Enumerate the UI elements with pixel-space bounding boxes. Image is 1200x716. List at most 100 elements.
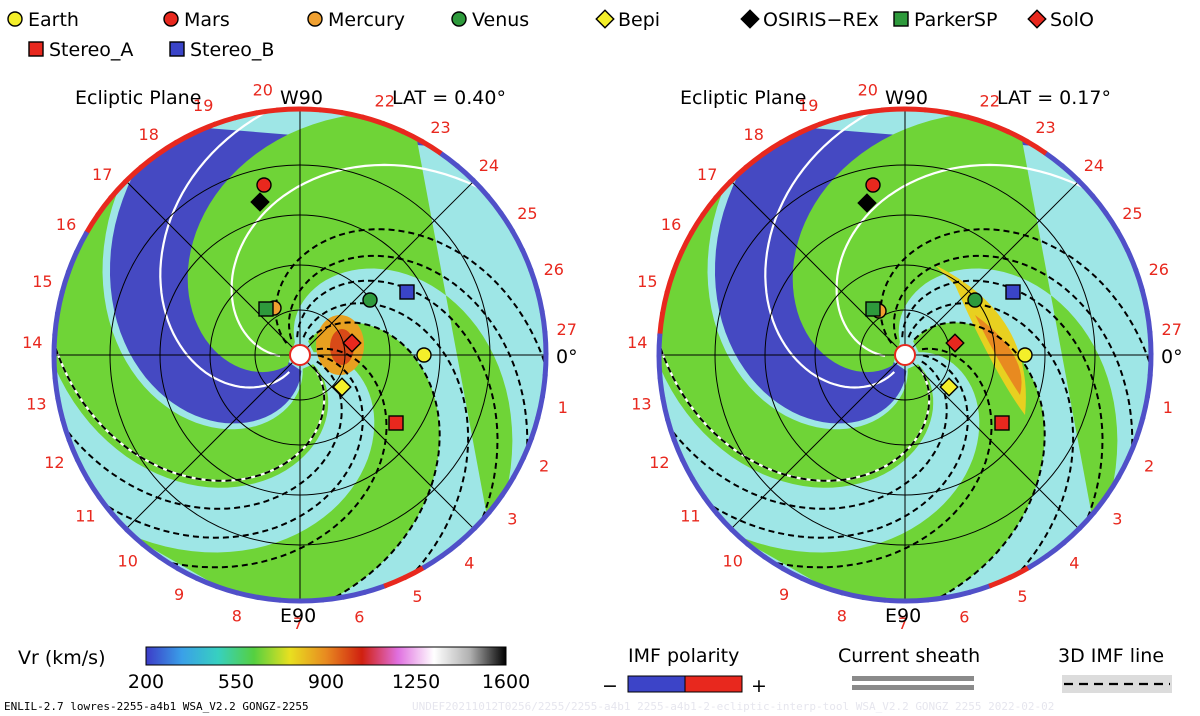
rim-number-17: 17 xyxy=(697,165,717,184)
rim-number-20: 20 xyxy=(253,81,273,100)
legend: Earth Mars Mercury Venus Bepi OSIRIS−REx Parke… xyxy=(7,9,1094,61)
rim-number-17: 17 xyxy=(92,165,112,184)
parkersp-marker xyxy=(258,301,274,317)
imf-polarity-minus: − xyxy=(602,675,618,697)
rim-segment xyxy=(51,333,58,358)
rim-number-26: 26 xyxy=(544,260,564,279)
bepi-marker xyxy=(332,377,352,397)
rim-segment xyxy=(1144,309,1153,334)
rim-segment xyxy=(539,374,548,399)
rim-number-8: 8 xyxy=(232,607,242,626)
imf-line xyxy=(659,321,931,482)
solo-marker xyxy=(945,333,965,353)
lat-label: LAT = 0.40° xyxy=(392,87,506,109)
imf-line xyxy=(85,354,364,539)
mars-marker xyxy=(256,177,272,193)
e90-label: E90 xyxy=(885,605,921,627)
rim-segment xyxy=(904,597,929,604)
rim-number-3: 3 xyxy=(1112,510,1122,529)
rim-segment xyxy=(859,107,884,116)
colorbar-ticks: 200 550 900 1250 1600 xyxy=(128,671,530,693)
panel-right: 1234567891011121314151617181920222324252… xyxy=(627,81,1182,633)
current-sheath-label: Current sheath xyxy=(838,645,980,667)
bepi-marker xyxy=(939,377,959,397)
rim-segment xyxy=(321,594,346,603)
legend-item-venus: Venus xyxy=(451,9,529,31)
rim-number-22: 22 xyxy=(375,92,395,111)
imf-line xyxy=(54,321,326,482)
rim-number-9: 9 xyxy=(779,585,789,604)
legend-item-mercury: Mercury xyxy=(307,9,405,31)
imf-line xyxy=(879,228,1151,389)
rim-segment xyxy=(656,333,663,358)
current-sheath-bar-top xyxy=(852,676,974,681)
bepi-legend-marker xyxy=(595,9,615,29)
rim-number-2: 2 xyxy=(539,457,549,476)
legend-item-earth: Earth xyxy=(7,9,79,31)
imf-line xyxy=(145,347,388,569)
rim-number-1: 1 xyxy=(558,398,568,417)
rim-segment xyxy=(902,106,927,113)
legend-label-bepi: Bepi xyxy=(618,9,660,31)
venus-legend-marker xyxy=(451,11,467,27)
legend-label-venus: Venus xyxy=(472,9,529,31)
rim-number-11: 11 xyxy=(680,507,700,526)
legend-label-earth: Earth xyxy=(28,9,79,31)
osiris-rex-marker xyxy=(857,193,877,213)
mars-legend-marker xyxy=(163,11,179,27)
rim-segment xyxy=(926,594,951,603)
rim-segment xyxy=(254,107,279,116)
current-sheath-bar-bottom xyxy=(852,685,974,690)
cme-region xyxy=(935,265,1026,415)
velocity-field xyxy=(54,109,546,601)
colorbar-tick-550: 550 xyxy=(218,671,254,693)
stereo-b-legend-marker xyxy=(169,41,185,57)
imf-line xyxy=(892,254,1134,473)
imf-line-key: 3D IMF line xyxy=(1058,645,1172,693)
fast-stream-arm-2 xyxy=(692,322,1045,601)
footer-run-info: ENLIL-2.7 lowres-2255-a4b1 WSA_V2.2 GONG… xyxy=(4,700,309,713)
rim-number-19: 19 xyxy=(193,96,213,115)
venus-marker xyxy=(967,292,983,308)
lat-label: LAT = 0.17° xyxy=(997,87,1111,109)
rim-number-27: 27 xyxy=(1162,320,1182,339)
current-sheath-line xyxy=(159,109,295,389)
stereo-b-marker xyxy=(399,284,415,300)
rim-number-15: 15 xyxy=(637,272,657,291)
imf-polarity-plus: + xyxy=(751,675,767,697)
zero-degree-label: 0° xyxy=(1161,346,1183,368)
imf-polarity-key: IMF polarity − + xyxy=(602,645,767,697)
stereo-a-marker xyxy=(994,415,1010,431)
current-sheath-line xyxy=(764,109,900,389)
colorbar-tick-1250: 1250 xyxy=(392,671,440,693)
rim-segment xyxy=(924,107,949,116)
mercury-legend-marker xyxy=(307,11,323,27)
legend-label-osiris-rex: OSIRIS−REx xyxy=(763,9,879,31)
rim-segment xyxy=(539,309,548,334)
rim-number-13: 13 xyxy=(631,394,651,413)
rim-segment xyxy=(52,376,61,401)
colorbar-gradient xyxy=(145,646,507,666)
rim-number-4: 4 xyxy=(464,554,474,573)
rim-polarity xyxy=(51,106,549,604)
velocity-colorbar: Vr (km/s) 200 550 900 1250 1600 xyxy=(18,646,530,693)
imf-line xyxy=(287,254,529,473)
rim-number-19: 19 xyxy=(798,96,818,115)
venus-marker xyxy=(362,292,378,308)
parkersp-legend-marker xyxy=(893,11,909,27)
rim-segment xyxy=(542,331,549,356)
imf-line xyxy=(750,347,993,569)
w90-label: W90 xyxy=(885,87,928,109)
rim-number-3: 3 xyxy=(507,510,517,529)
fast-stream-arm-3 xyxy=(54,142,329,488)
rim-segment xyxy=(52,311,61,336)
zero-degree-label: 0° xyxy=(556,346,578,368)
earth-legend-marker xyxy=(7,11,23,27)
rim-segment xyxy=(657,376,666,401)
rim-segment xyxy=(278,597,303,604)
rim-segment xyxy=(299,597,324,604)
rim-number-4: 4 xyxy=(1069,554,1079,573)
legend-label-stereo-b: Stereo_B xyxy=(190,39,274,61)
legend-label-solo: SolO xyxy=(1050,9,1094,31)
solo-marker xyxy=(342,333,362,353)
